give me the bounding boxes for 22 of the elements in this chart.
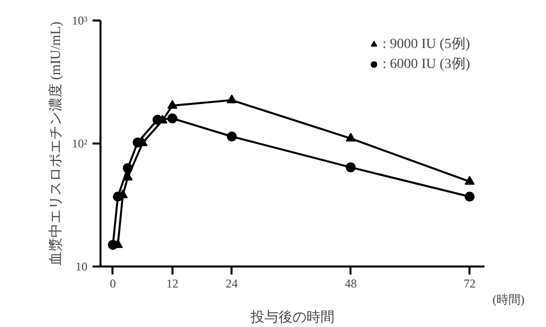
text: (時間) (492, 292, 525, 306)
point (167, 113, 178, 124)
y-axis-title: 血漿中エリスロポエチン濃度 (mIU/mL) (48, 21, 64, 266)
legend-label: : 9000 IU (5例) (382, 36, 470, 53)
x-tick-label: 0 (110, 276, 116, 290)
point (226, 132, 237, 142)
x-tick-label: 72 (464, 276, 476, 290)
y-tick-label: 10² (72, 136, 88, 150)
x-tick-label: 12 (166, 276, 178, 290)
legend-label: : 6000 IU (3例) (382, 56, 470, 73)
point (167, 100, 178, 109)
x-axis-title: 投与後の時間 (250, 310, 334, 326)
x-tick-label: 24 (226, 276, 238, 290)
y-tick-label: 10 (76, 260, 88, 274)
y-tick-label: 10³ (72, 14, 88, 28)
point (122, 172, 133, 181)
point (346, 132, 356, 142)
point (346, 162, 356, 172)
point (464, 176, 475, 185)
point (226, 94, 237, 104)
x-tick-label: 48 (344, 276, 357, 290)
point (464, 192, 475, 202)
